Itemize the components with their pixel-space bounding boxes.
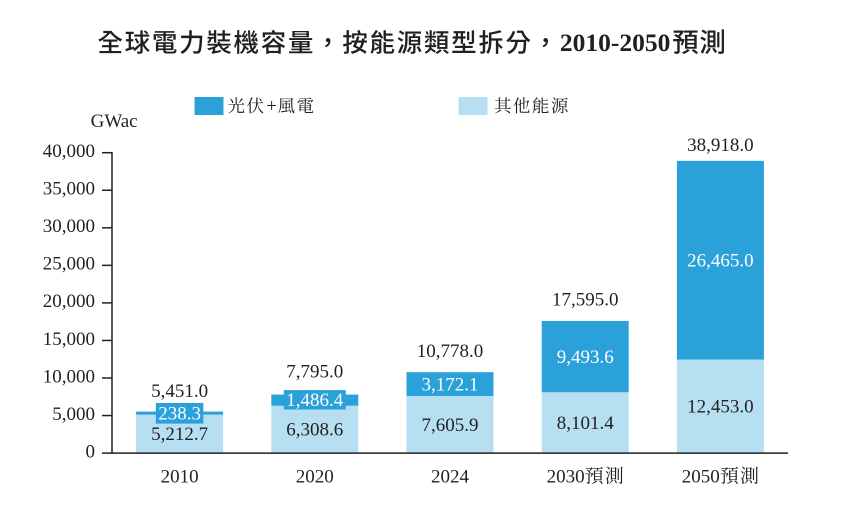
svg-text:26,465.0: 26,465.0 xyxy=(687,251,754,272)
svg-text:17,595.0: 17,595.0 xyxy=(552,289,619,310)
svg-text:20,000: 20,000 xyxy=(43,291,95,312)
svg-text:2010: 2010 xyxy=(161,467,199,488)
svg-text:8,101.4: 8,101.4 xyxy=(557,413,615,434)
svg-text:6,308.6: 6,308.6 xyxy=(286,420,343,441)
svg-text:40,000: 40,000 xyxy=(43,141,95,162)
svg-text:25,000: 25,000 xyxy=(43,254,95,275)
svg-text:238.3: 238.3 xyxy=(158,404,201,425)
svg-text:2050: 2050 xyxy=(682,467,720,488)
svg-text:0: 0 xyxy=(86,441,96,462)
svg-text:15,000: 15,000 xyxy=(43,329,95,350)
svg-text:2024: 2024 xyxy=(431,467,470,488)
svg-text:+: + xyxy=(266,96,277,117)
svg-text:3,172.1: 3,172.1 xyxy=(422,374,479,395)
svg-text:5,000: 5,000 xyxy=(52,404,95,425)
svg-text:2020: 2020 xyxy=(296,467,334,488)
svg-text:7,605.9: 7,605.9 xyxy=(422,415,479,436)
svg-text:GWac: GWac xyxy=(91,111,138,132)
svg-text:2030: 2030 xyxy=(547,467,585,488)
svg-text:1,486.4: 1,486.4 xyxy=(286,390,344,411)
svg-text:5,451.0: 5,451.0 xyxy=(151,381,208,402)
svg-text:10,778.0: 10,778.0 xyxy=(417,341,484,362)
svg-text:5,212.7: 5,212.7 xyxy=(151,424,208,445)
svg-text:30,000: 30,000 xyxy=(43,216,95,237)
svg-text:7,795.0: 7,795.0 xyxy=(286,362,343,383)
svg-text:2010-2050: 2010-2050 xyxy=(560,28,671,57)
svg-text:9,493.6: 9,493.6 xyxy=(557,347,614,368)
svg-text:12,453.0: 12,453.0 xyxy=(687,397,754,418)
svg-text:38,918.0: 38,918.0 xyxy=(687,135,754,156)
svg-text:35,000: 35,000 xyxy=(43,179,95,200)
svg-text:10,000: 10,000 xyxy=(43,366,95,387)
